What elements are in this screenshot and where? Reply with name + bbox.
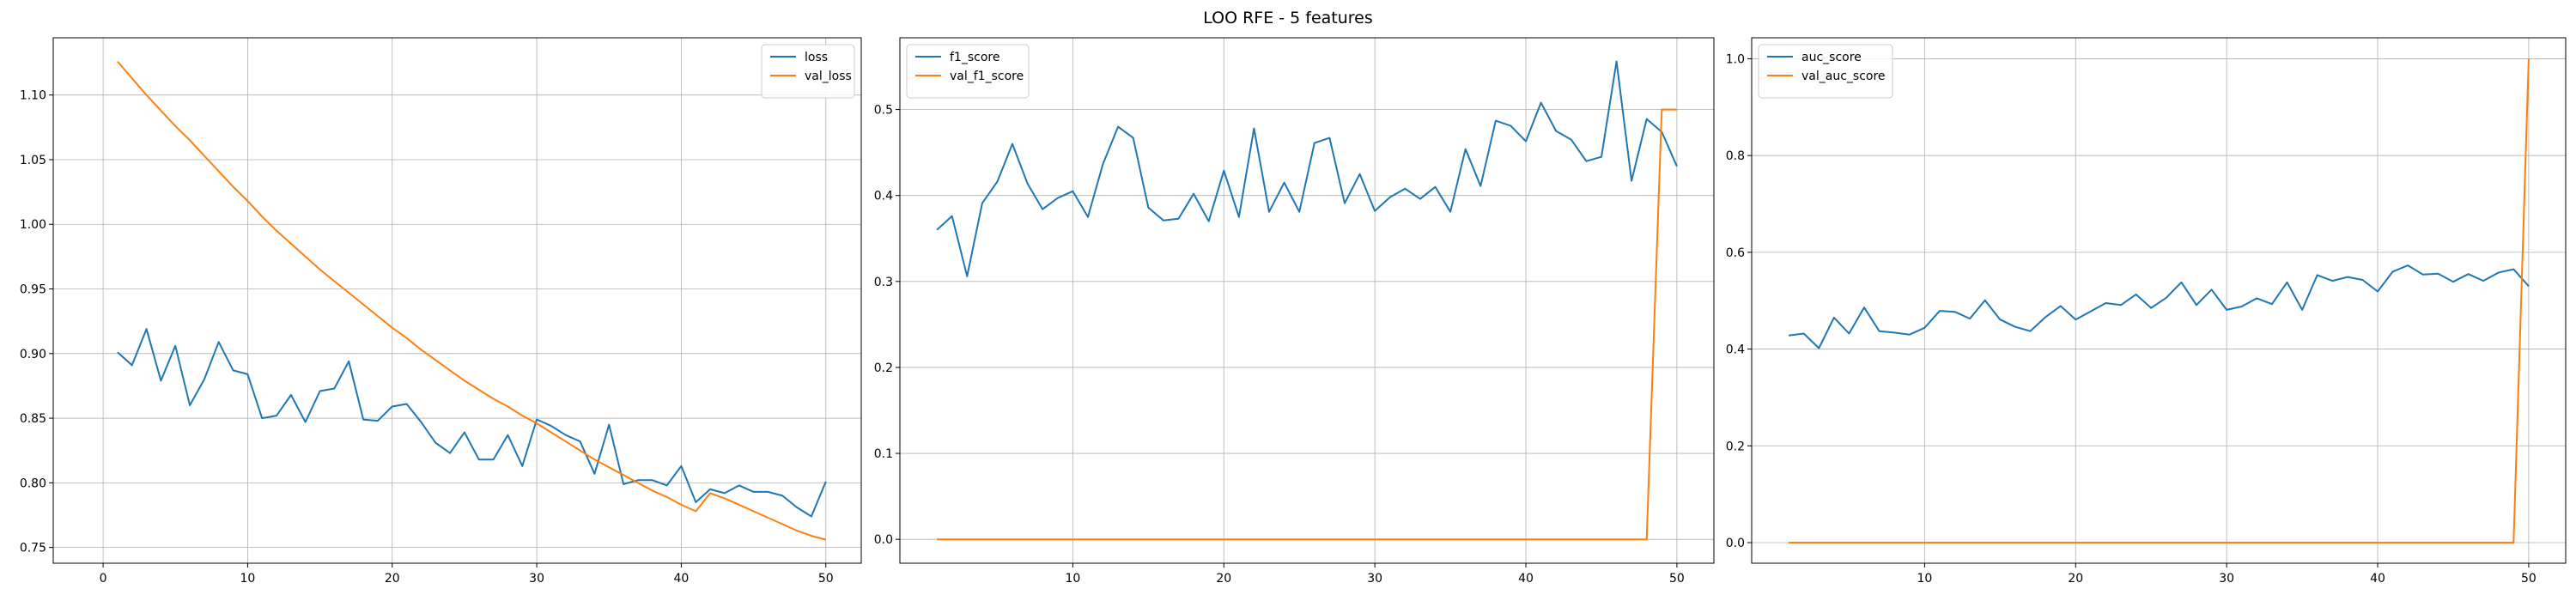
y-tick-label: 0.0 — [874, 533, 893, 547]
x-tick-label: 50 — [818, 572, 834, 586]
y-tick-label: 0.75 — [20, 542, 46, 555]
y-tick-label: 0.4 — [874, 190, 893, 203]
series-line-f1_score — [936, 60, 1678, 277]
figure-title: LOO RFE - 5 features — [1203, 9, 1373, 27]
x-tick-label: 10 — [1917, 572, 1932, 586]
x-tick-label: 20 — [1216, 572, 1231, 586]
legend-box — [1758, 44, 1893, 99]
x-tick-label: 40 — [674, 572, 690, 586]
y-tick-label: 0.95 — [20, 283, 46, 297]
series-line-loss — [117, 328, 827, 518]
axes-frame — [899, 37, 1715, 564]
x-tick-label: 50 — [1669, 572, 1685, 586]
x-tick-label: 20 — [2068, 572, 2083, 586]
legend-box — [761, 44, 855, 99]
legend: loss val_loss — [761, 44, 855, 99]
series-line-auc_score — [1788, 264, 2530, 349]
x-tick-label: 40 — [2370, 572, 2385, 586]
legend: f1_score val_f1_score — [906, 44, 1030, 99]
series-line-val_auc_score — [1789, 58, 2530, 543]
x-tick-label: 30 — [529, 572, 544, 586]
y-tick-label: 0.6 — [1726, 246, 1745, 260]
y-tick-label: 0.3 — [874, 276, 893, 289]
x-tick-label: 40 — [1518, 572, 1534, 586]
x-tick-label: 30 — [2219, 572, 2234, 586]
legend-label: val_loss — [805, 70, 852, 83]
series-line-val_loss — [117, 60, 827, 541]
legend-label: auc_score — [1801, 51, 1862, 64]
y-tick-label: 0.85 — [20, 412, 46, 426]
x-tick-label: 30 — [1367, 572, 1382, 586]
axes-frame — [1751, 37, 2567, 564]
y-tick-label: 0.4 — [1726, 343, 1745, 357]
legend: auc_score val_auc_score — [1758, 44, 1893, 99]
subplot-3: 10 20 30 40 50 0.0 0.2 0.4 0.6 0.8 1.0 auc_scoreval… — [1726, 37, 2567, 586]
legend-box — [906, 44, 1030, 99]
y-tick-label: 1.05 — [20, 154, 46, 167]
legend-label: loss — [805, 51, 828, 64]
x-tick-label: 20 — [385, 572, 400, 586]
y-tick-label: 0.1 — [874, 447, 893, 461]
x-tick-label: 10 — [1065, 572, 1080, 586]
x-tick-label: 50 — [2521, 572, 2537, 586]
y-tick-label: 1.10 — [20, 89, 46, 103]
y-tick-label: 0.90 — [20, 348, 46, 361]
legend-label: f1_score — [950, 51, 999, 64]
legend-label: val_auc_score — [1801, 70, 1886, 83]
x-tick-label: 0 — [100, 572, 107, 586]
subplot-2: 10 20 30 40 50 0.0 0.1 0.2 0.3 0.4 0.5 f1_score val_… — [874, 37, 1715, 586]
y-tick-label: 0.5 — [874, 104, 893, 118]
legend-label: val_f1_score — [950, 70, 1024, 83]
y-tick-label: 0.8 — [1726, 149, 1745, 163]
y-tick-label: 0.80 — [20, 477, 46, 490]
y-tick-label: 1.0 — [1726, 52, 1745, 66]
series-line-val_f1_score — [937, 108, 1677, 541]
y-tick-label: 0.2 — [874, 361, 893, 375]
axes-frame — [52, 37, 862, 564]
y-tick-label: 0.0 — [1726, 537, 1745, 550]
y-tick-label: 1.00 — [20, 218, 46, 232]
subplot-1: 0 10 20 30 40 50 0.75 0.80 0.85 0.90 0.95 1.00 1.05 1… — [20, 37, 862, 586]
y-tick-label: 0.2 — [1726, 440, 1745, 453]
x-tick-label: 10 — [240, 572, 255, 586]
